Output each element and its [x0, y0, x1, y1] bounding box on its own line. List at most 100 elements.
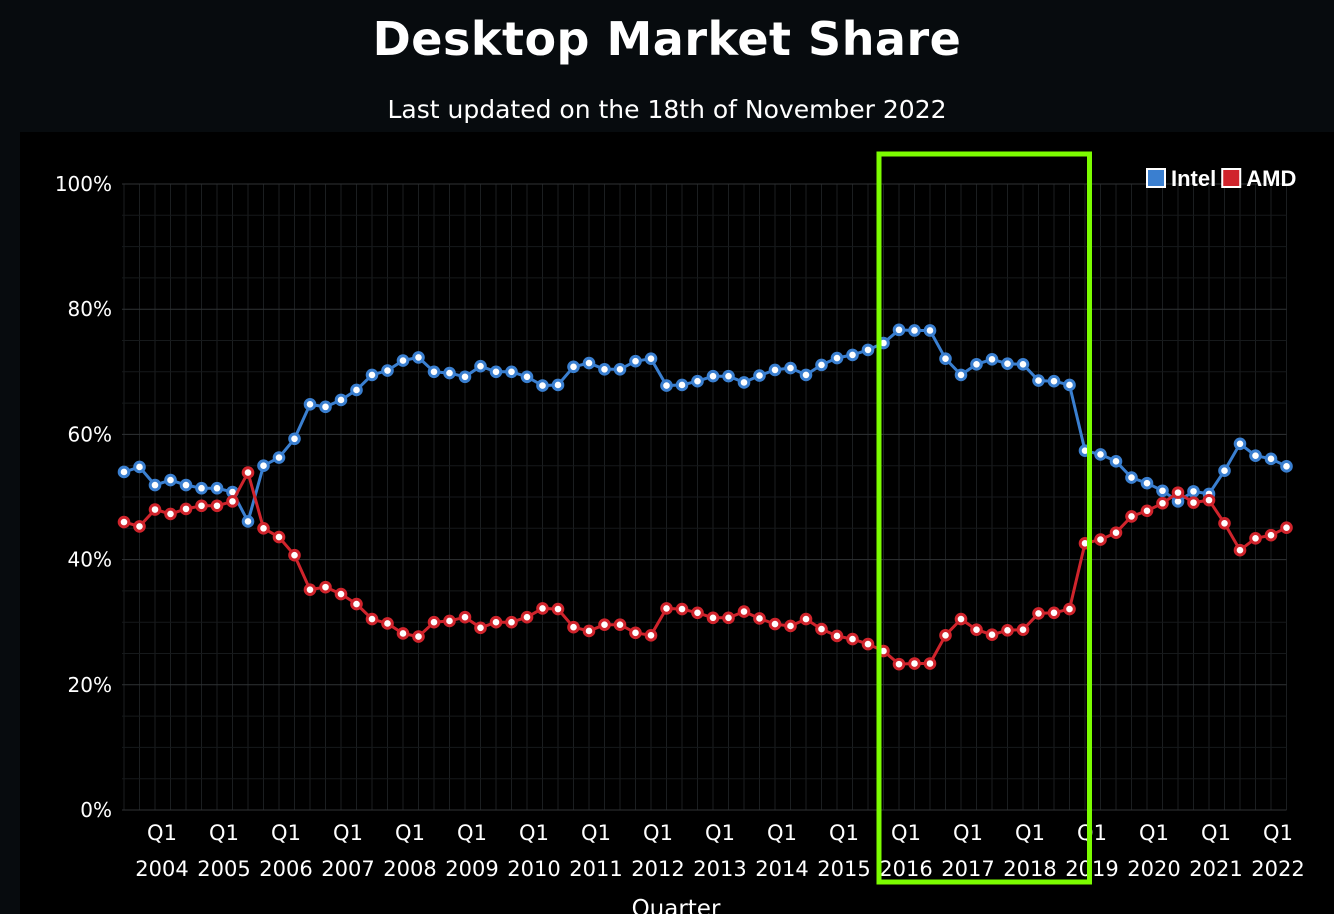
data-point[interactable]: [908, 657, 921, 670]
data-point[interactable]: [799, 368, 813, 382]
data-point[interactable]: [272, 530, 286, 544]
data-point[interactable]: [1016, 357, 1030, 371]
data-point[interactable]: [737, 376, 751, 389]
data-point[interactable]: [613, 362, 627, 376]
data-point[interactable]: [195, 481, 208, 495]
data-point[interactable]: [1063, 602, 1076, 616]
data-point[interactable]: [1001, 357, 1014, 370]
data-point[interactable]: [396, 627, 410, 640]
data-point[interactable]: [1140, 504, 1154, 518]
data-point[interactable]: [1156, 484, 1169, 498]
data-point[interactable]: [846, 632, 859, 646]
data-point[interactable]: [520, 370, 534, 384]
data-point[interactable]: [954, 368, 968, 382]
legend[interactable]: Intel AMD: [1146, 166, 1296, 191]
data-point[interactable]: [1063, 378, 1076, 392]
data-point[interactable]: [1140, 476, 1154, 490]
data-point[interactable]: [1001, 624, 1014, 637]
data-point[interactable]: [923, 657, 937, 670]
data-point[interactable]: [582, 624, 596, 638]
data-point[interactable]: [427, 615, 441, 629]
data-point[interactable]: [629, 626, 642, 640]
data-point[interactable]: [210, 499, 224, 513]
data-point[interactable]: [1047, 606, 1061, 620]
data-point[interactable]: [520, 610, 534, 624]
data-point[interactable]: [660, 379, 673, 392]
data-point[interactable]: [551, 378, 565, 392]
data-point[interactable]: [288, 548, 301, 562]
data-point[interactable]: [892, 323, 906, 337]
data-point[interactable]: [365, 368, 379, 382]
data-point[interactable]: [567, 620, 580, 634]
data-point[interactable]: [1094, 533, 1107, 546]
data-point[interactable]: [660, 602, 673, 615]
data-point[interactable]: [1218, 516, 1231, 530]
data-point[interactable]: [1016, 623, 1030, 637]
data-point[interactable]: [1264, 528, 1278, 542]
data-point[interactable]: [458, 610, 472, 624]
data-point[interactable]: [861, 637, 875, 651]
data-point[interactable]: [443, 366, 456, 380]
data-point[interactable]: [319, 580, 332, 594]
legend-item-intel[interactable]: Intel: [1146, 166, 1216, 191]
data-point[interactable]: [582, 356, 596, 370]
data-point[interactable]: [117, 465, 131, 479]
data-point[interactable]: [830, 351, 844, 365]
data-point[interactable]: [148, 503, 162, 516]
data-point[interactable]: [830, 629, 844, 643]
data-point[interactable]: [970, 623, 983, 637]
data-point[interactable]: [985, 352, 999, 366]
legend-item-amd[interactable]: AMD: [1221, 166, 1296, 191]
data-point[interactable]: [1047, 374, 1061, 388]
data-point[interactable]: [303, 583, 317, 596]
data-point[interactable]: [784, 619, 797, 633]
data-point[interactable]: [396, 354, 410, 367]
data-point[interactable]: [691, 374, 704, 388]
data-point[interactable]: [505, 365, 518, 379]
data-point[interactable]: [939, 629, 952, 642]
data-point[interactable]: [753, 369, 766, 382]
data-point[interactable]: [861, 343, 875, 357]
data-point[interactable]: [117, 515, 131, 529]
data-point[interactable]: [133, 520, 146, 533]
data-point[interactable]: [815, 358, 828, 372]
data-point[interactable]: [644, 629, 658, 642]
data-point[interactable]: [768, 617, 782, 631]
data-point[interactable]: [1109, 526, 1123, 539]
data-point[interactable]: [1249, 532, 1262, 545]
data-point[interactable]: [1109, 455, 1123, 468]
data-point[interactable]: [179, 478, 193, 492]
data-point[interactable]: [474, 359, 487, 373]
data-point[interactable]: [784, 361, 797, 375]
data-point[interactable]: [272, 451, 286, 464]
data-point[interactable]: [675, 378, 689, 392]
data-point[interactable]: [815, 622, 828, 636]
data-point[interactable]: [536, 602, 549, 615]
data-point[interactable]: [350, 383, 363, 397]
data-point[interactable]: [799, 612, 813, 626]
data-point[interactable]: [319, 400, 332, 414]
data-point[interactable]: [753, 612, 766, 625]
data-point[interactable]: [148, 478, 162, 492]
data-point[interactable]: [303, 398, 317, 411]
data-point[interactable]: [1187, 485, 1200, 498]
data-point[interactable]: [257, 522, 270, 535]
data-point[interactable]: [210, 481, 224, 495]
data-point[interactable]: [1156, 496, 1169, 510]
data-point[interactable]: [241, 515, 255, 528]
data-point[interactable]: [288, 432, 301, 446]
data-point[interactable]: [536, 379, 549, 392]
data-point[interactable]: [613, 618, 627, 632]
data-point[interactable]: [257, 459, 270, 473]
data-point[interactable]: [458, 370, 472, 384]
data-point[interactable]: [1125, 471, 1138, 484]
data-point[interactable]: [737, 605, 751, 618]
data-point[interactable]: [427, 365, 441, 379]
data-point[interactable]: [892, 657, 906, 671]
data-point[interactable]: [1233, 437, 1247, 451]
data-point[interactable]: [629, 354, 642, 368]
data-point[interactable]: [908, 324, 921, 337]
data-point[interactable]: [722, 369, 735, 383]
data-point[interactable]: [1218, 464, 1231, 478]
data-point[interactable]: [381, 364, 394, 377]
